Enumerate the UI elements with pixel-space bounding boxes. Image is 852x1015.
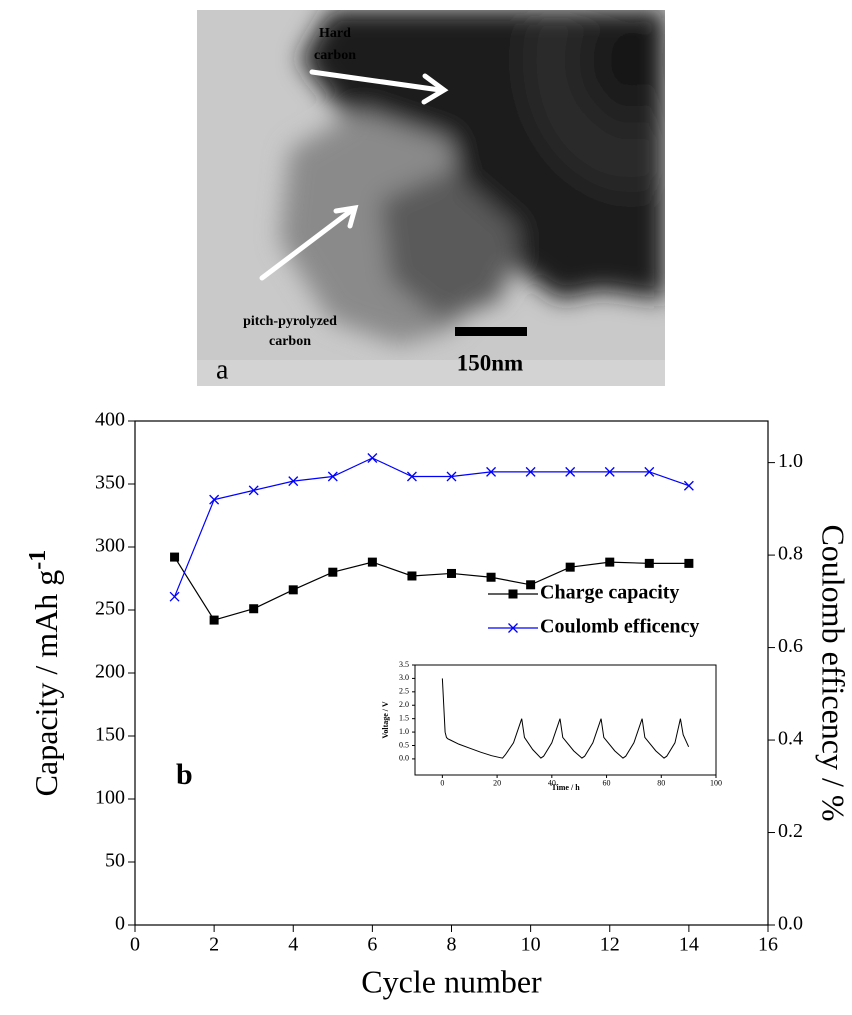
y-axis-label-part: Capacity / mAh g (28, 570, 64, 797)
marker (446, 471, 457, 482)
legend-label: Charge capacity (540, 582, 679, 604)
x-tick-label: 10 (521, 934, 541, 956)
x-axis-label: Time / h (551, 783, 580, 792)
y-tick-label: 250 (95, 598, 125, 620)
x-tick-label: 60 (603, 778, 611, 787)
series-line (174, 457, 690, 597)
marker (288, 476, 299, 487)
y-tick-label: 350 (95, 472, 125, 494)
y-tick-label: 0.0 (399, 754, 409, 763)
marker (209, 494, 220, 505)
marker (508, 589, 518, 599)
x-tick-label: 4 (288, 934, 298, 956)
y-axis-label: Capacity / mAh g-1 (24, 550, 64, 797)
y2-tick-label: 0.6 (778, 635, 803, 657)
marker (526, 580, 536, 590)
y-tick-label: 100 (95, 787, 125, 809)
marker (367, 453, 378, 463)
x-tick-label: 2 (209, 934, 219, 956)
series-line (441, 678, 690, 759)
y2-tick-label: 1.0 (778, 450, 803, 472)
y2-tick-label: 0.4 (778, 728, 803, 750)
x-tick-label: 0 (130, 934, 140, 956)
y-axis-label: Voltage / V (381, 701, 390, 739)
y-tick-label: 2.5 (399, 687, 409, 696)
marker (604, 466, 615, 477)
label-pitch: pitch-pyrolyzed (243, 314, 337, 329)
y-tick-label: 300 (95, 535, 125, 557)
marker (447, 568, 456, 578)
x-tick-label: 6 (367, 934, 377, 956)
marker (684, 558, 694, 568)
plot-frame (414, 664, 717, 776)
x-tick-label: 8 (447, 934, 457, 956)
marker (327, 471, 338, 482)
marker (683, 480, 694, 491)
y-tick-label: 50 (105, 850, 125, 872)
marker (249, 604, 259, 614)
marker (367, 557, 377, 567)
marker (209, 615, 219, 625)
marker (407, 571, 417, 581)
y-tick-label: 3.0 (399, 673, 409, 682)
y2-tick-label: 0.0 (778, 913, 803, 935)
x-tick-label: 12 (600, 934, 620, 956)
plot-frame (134, 420, 769, 926)
marker (406, 471, 417, 482)
y-tick-label: 1.0 (399, 727, 409, 736)
x-axis-label: Cycle number (361, 963, 542, 999)
x-tick-label: 80 (657, 778, 665, 787)
y2-tick-label: 0.8 (778, 543, 803, 565)
marker (486, 572, 496, 582)
y-tick-label: 150 (95, 724, 125, 746)
marker (605, 557, 615, 567)
y-tick-label: 0 (115, 913, 125, 935)
x-tick-label: 16 (758, 934, 778, 956)
x-tick-label: 40 (548, 778, 556, 787)
annotation: b (176, 758, 193, 791)
label-hard: Hard (319, 26, 351, 41)
y-tick-label: 200 (95, 661, 125, 683)
y-tick-label: 0.5 (399, 740, 409, 749)
marker (169, 591, 180, 602)
x-tick-label: 14 (679, 934, 699, 956)
image-labels: Hard carbon pitch-pyrolyzed carbon 150nm… (216, 26, 523, 385)
marker (288, 585, 298, 595)
panel-label: a (216, 354, 229, 385)
series-line (174, 556, 689, 621)
y-tick-label: 2.0 (399, 700, 409, 709)
marker (565, 562, 575, 572)
marker (525, 466, 536, 477)
marker (248, 485, 259, 496)
x-tick-label: 20 (493, 778, 501, 787)
marker (644, 558, 654, 568)
y-axis-label-part: -1 (24, 550, 50, 570)
y-axis-label-part: Voltage / V (381, 701, 390, 739)
y-tick-label: 3.5 (399, 660, 409, 669)
y-tick-label: 400 (95, 409, 125, 431)
marker (328, 567, 338, 577)
scale-bar-label: 150nm (457, 350, 523, 375)
marker (486, 466, 497, 477)
marker (644, 466, 655, 477)
marker (170, 552, 180, 562)
y2-tick-label: 0.2 (778, 820, 803, 842)
y2-axis-label: Coulomb efficency / % (816, 524, 852, 821)
label-pitch: carbon (269, 334, 311, 349)
y-tick-label: 1.5 (399, 713, 409, 722)
marker (565, 466, 576, 477)
x-tick-label: 100 (710, 778, 722, 787)
legend-label: Coulomb efficency (540, 616, 699, 638)
marker (508, 623, 518, 633)
label-hard: carbon (314, 48, 356, 63)
tem-image (197, 10, 665, 386)
x-tick-label: 0 (440, 778, 444, 787)
